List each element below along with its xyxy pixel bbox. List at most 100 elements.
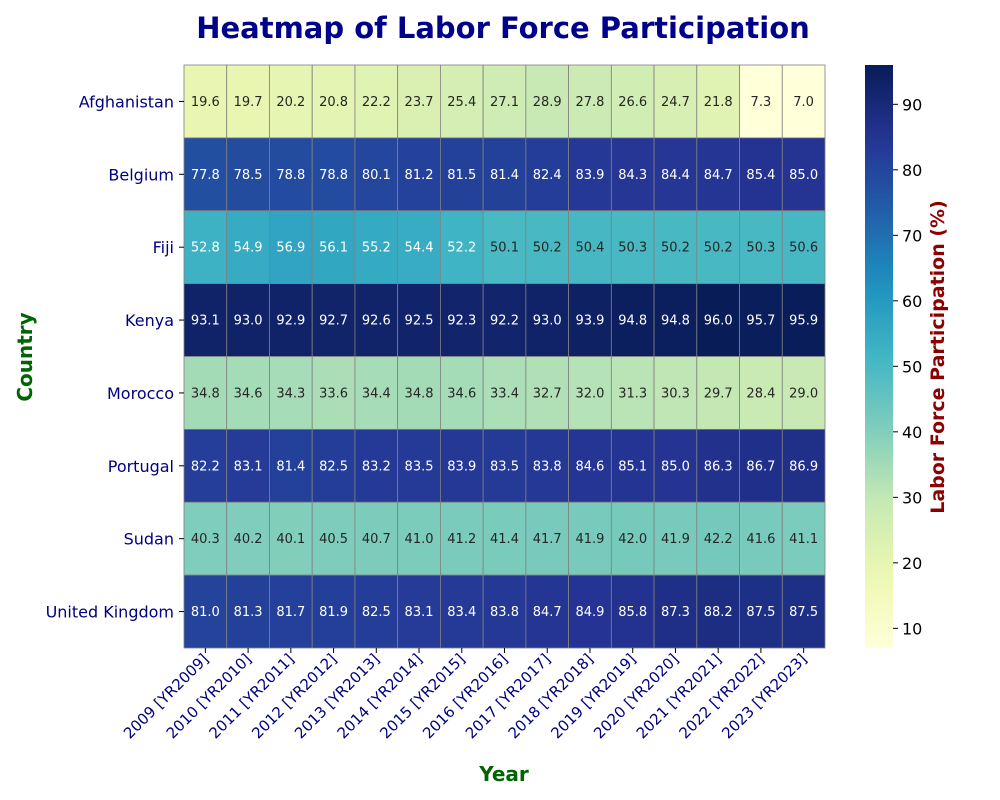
cell-value-label: 50.2 bbox=[661, 241, 690, 256]
cell-value-label: 83.5 bbox=[405, 459, 434, 474]
cell-value-label: 81.2 bbox=[405, 168, 434, 183]
heatmap-cell bbox=[781, 428, 826, 503]
cell-value-label: 7.0 bbox=[793, 95, 814, 110]
cell-value-label: 40.1 bbox=[276, 532, 305, 547]
cell-value-label: 82.5 bbox=[319, 459, 348, 474]
heatmap-cell bbox=[739, 428, 783, 503]
cell-value-label: 85.0 bbox=[661, 459, 690, 474]
heatmap-cell bbox=[696, 428, 740, 503]
cell-value-label: 83.1 bbox=[234, 459, 263, 474]
cell-value-label: 95.9 bbox=[789, 314, 818, 329]
cell-value-label: 81.9 bbox=[319, 605, 348, 620]
colorbar-tick-label: 60 bbox=[902, 292, 922, 311]
cell-value-label: 87.3 bbox=[661, 605, 690, 620]
heatmap-cell bbox=[482, 428, 527, 503]
cell-value-label: 28.4 bbox=[746, 386, 775, 401]
heatmap-cell bbox=[183, 356, 228, 430]
colorbar-tick-label: 30 bbox=[902, 488, 922, 507]
cell-value-label: 96.0 bbox=[704, 314, 733, 329]
cell-value-label: 56.1 bbox=[319, 241, 348, 256]
cell-value-label: 20.2 bbox=[276, 95, 305, 110]
cell-value-label: 25.4 bbox=[447, 95, 476, 110]
cell-value-label: 83.2 bbox=[362, 459, 391, 474]
cell-value-label: 32.0 bbox=[575, 386, 604, 401]
cell-value-label: 32.7 bbox=[533, 386, 562, 401]
cell-value-label: 29.7 bbox=[704, 386, 733, 401]
cell-value-label: 81.4 bbox=[490, 168, 519, 183]
heatmap-cell bbox=[354, 283, 399, 357]
cell-value-label: 41.7 bbox=[533, 532, 562, 547]
cell-value-label: 41.9 bbox=[575, 532, 604, 547]
cell-value-label: 27.8 bbox=[575, 95, 604, 110]
cell-value-label: 87.5 bbox=[746, 605, 775, 620]
heatmap-cell bbox=[739, 574, 783, 649]
cell-value-label: 92.7 bbox=[319, 314, 348, 329]
cell-value-label: 42.0 bbox=[618, 532, 647, 547]
cell-value-label: 41.2 bbox=[447, 532, 476, 547]
cell-value-label: 40.7 bbox=[362, 532, 391, 547]
heatmap-cell bbox=[568, 501, 612, 576]
cell-value-label: 7.3 bbox=[751, 95, 772, 110]
heatmap-cell bbox=[568, 574, 612, 649]
cell-value-label: 78.8 bbox=[319, 168, 348, 183]
cell-value-label: 81.0 bbox=[191, 605, 220, 620]
colorbar-label: Labor Force Participation (%) bbox=[927, 200, 949, 514]
heatmap-cell bbox=[525, 283, 569, 357]
cell-value-label: 95.7 bbox=[746, 314, 775, 329]
heatmap-cell bbox=[439, 356, 484, 430]
colorbar-ticks: 10 20 30 40 50 60 70 80 90 bbox=[893, 95, 922, 638]
cell-value-label: 92.6 bbox=[362, 314, 391, 329]
heatmap-cell bbox=[397, 356, 441, 430]
heatmap-cell bbox=[439, 137, 484, 212]
heatmap-cell bbox=[226, 428, 270, 503]
cell-value-label: 50.1 bbox=[490, 241, 519, 256]
heatmap-cell bbox=[482, 210, 527, 285]
y-tick-label: Portugal bbox=[108, 457, 174, 476]
y-tick-label: Kenya bbox=[125, 311, 174, 330]
cell-value-label: 34.6 bbox=[234, 386, 263, 401]
y-axis-label: Country bbox=[13, 312, 37, 401]
heatmap-cell bbox=[354, 501, 399, 576]
y-tick-label: Belgium bbox=[108, 165, 174, 184]
heatmap-cell bbox=[311, 137, 356, 212]
cell-value-label: 84.9 bbox=[575, 605, 604, 620]
cell-value-label: 33.4 bbox=[490, 386, 519, 401]
cell-value-label: 83.4 bbox=[447, 605, 476, 620]
heatmap-cell bbox=[610, 283, 655, 357]
colorbar-tick-label: 20 bbox=[902, 554, 922, 573]
heatmap-cell bbox=[739, 283, 783, 357]
cell-value-label: 31.3 bbox=[618, 386, 647, 401]
cell-value-label: 83.9 bbox=[447, 459, 476, 474]
cell-value-label: 41.9 bbox=[661, 532, 690, 547]
heatmap-cell bbox=[397, 501, 441, 576]
cell-value-label: 85.1 bbox=[618, 459, 647, 474]
cell-value-label: 84.6 bbox=[575, 459, 604, 474]
cell-value-label: 81.5 bbox=[447, 168, 476, 183]
heatmap-cell bbox=[354, 137, 399, 212]
y-tick-label: Sudan bbox=[124, 530, 174, 549]
cell-value-label: 33.6 bbox=[319, 386, 348, 401]
heatmap-cell bbox=[311, 356, 356, 430]
cell-value-label: 50.3 bbox=[746, 241, 775, 256]
cell-value-label: 22.2 bbox=[362, 95, 391, 110]
cell-value-label: 86.3 bbox=[704, 459, 733, 474]
cell-value-label: 50.2 bbox=[533, 241, 562, 256]
colorbar-tick-label: 70 bbox=[902, 226, 922, 245]
heatmap-cell bbox=[439, 210, 484, 285]
cell-value-label: 86.7 bbox=[746, 459, 775, 474]
heatmap-cell bbox=[226, 574, 270, 649]
heatmap-cell bbox=[568, 283, 612, 357]
cell-value-label: 29.0 bbox=[789, 386, 818, 401]
colorbar-tick-label: 90 bbox=[902, 95, 922, 114]
cell-value-label: 50.4 bbox=[575, 241, 604, 256]
cell-value-label: 81.4 bbox=[276, 459, 305, 474]
heatmap-cell bbox=[482, 64, 527, 139]
cell-value-label: 92.9 bbox=[276, 314, 305, 329]
cell-value-label: 85.0 bbox=[789, 168, 818, 183]
heatmap-cells: 19.6 19.7 20.2 20.8 22.2 23.7 25.4 27.1 28.9 27.8… bbox=[183, 64, 826, 649]
heatmap-cell bbox=[781, 210, 826, 285]
heatmap-cell bbox=[482, 501, 527, 576]
heatmap-cell bbox=[439, 501, 484, 576]
cell-value-label: 41.6 bbox=[746, 532, 775, 547]
